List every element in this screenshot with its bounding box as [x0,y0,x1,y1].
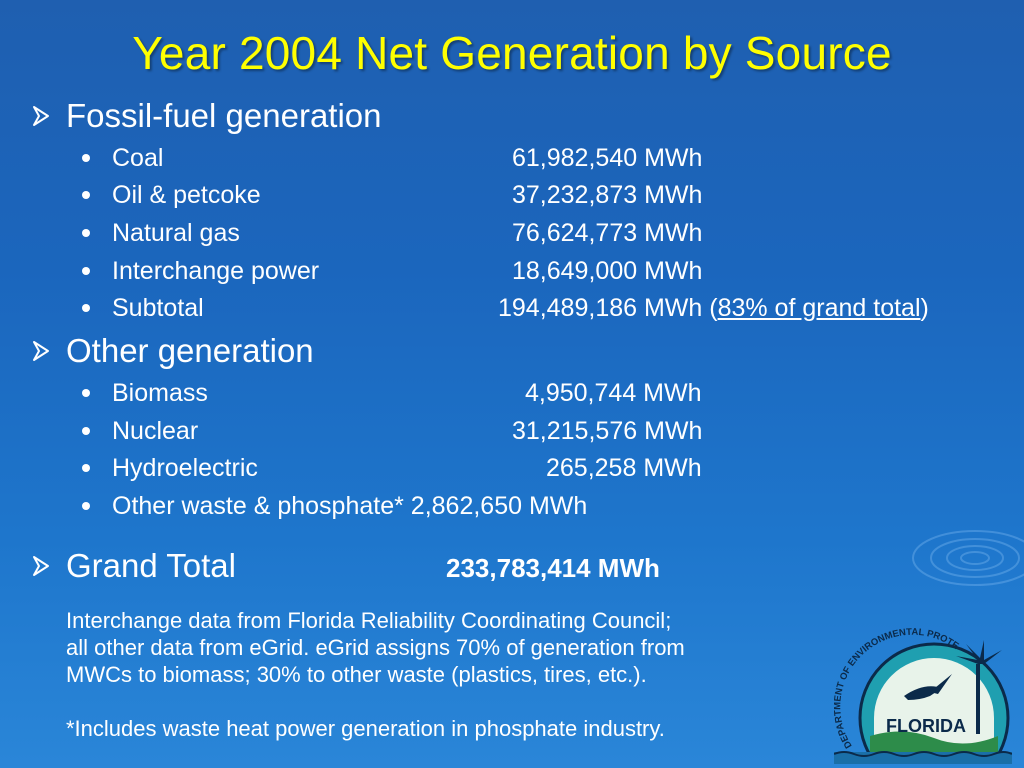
item-label: Biomass [112,379,208,407]
item-value: 31,215,576 MWh [512,417,703,445]
section-heading-text: Grand Total [66,547,236,584]
item-value: 265,258 MWh [546,454,702,482]
logo-state-text: FLORIDA [886,716,966,736]
bullet-dot-icon [82,464,90,472]
item-label: Nuclear [112,417,199,445]
item-value: 4,950,744 MWh [525,379,702,407]
item-label: Interchange power [112,257,320,285]
bullet-dot-icon [82,389,90,397]
page-title: Year 2004 Net Generation by Source [132,27,892,79]
grand-total-percent-link[interactable]: 83% of grand total [717,294,921,322]
section-fossil-heading: Fossil-fuel generation [30,97,382,135]
paren-open: ( [709,294,718,322]
bullet-dot-icon [82,304,90,312]
section-grand-total: Grand Total [30,547,236,585]
note-line-3: MWCs to biomass; 30% to other waste (pla… [66,662,647,687]
arrow-bullet-icon [33,556,49,576]
section-heading-text: Fossil-fuel generation [66,97,382,134]
bullet-dot-icon [82,267,90,275]
paren-close: ) [920,294,929,322]
florida-dep-logo: DEPARTMENT OF ENVIRONMENTAL PROTECTION F… [834,626,1012,764]
item-value: 194,489,186 MWh (83% of grand total) [498,293,929,323]
section-other-heading: Other generation [30,332,314,370]
bullet-dot-icon [82,154,90,162]
bullet-dot-icon [82,191,90,199]
bullet-dot-icon [82,427,90,435]
arrow-bullet-icon [33,341,49,361]
item-value: 37,232,873 MWh [512,181,703,209]
item-label: Hydroelectric [112,454,258,482]
note-line-2: all other data from eGrid. eGrid assigns… [66,635,685,660]
item-label: Oil & petcoke [112,181,261,209]
grand-total-value: 233,783,414 MWh [446,553,660,583]
item-label: Subtotal [112,294,204,322]
bullet-dot-icon [82,229,90,237]
item-value: 76,624,773 MWh [512,219,703,247]
bullet-dot-icon [82,502,90,510]
item-label: Other waste & phosphate* 2,862,650 MWh [112,492,588,520]
item-value: 61,982,540 MWh [512,144,703,172]
note-line-4: *Includes waste heat power generation in… [66,716,665,741]
arrow-bullet-icon [33,106,49,126]
item-label: Coal [112,144,164,172]
note-line-1: Interchange data from Florida Reliabilit… [66,608,672,633]
item-value: 18,649,000 MWh [512,257,703,285]
section-heading-text: Other generation [66,332,314,369]
item-label: Natural gas [112,219,240,247]
subtotal-value: 194,489,186 MWh [498,294,703,322]
